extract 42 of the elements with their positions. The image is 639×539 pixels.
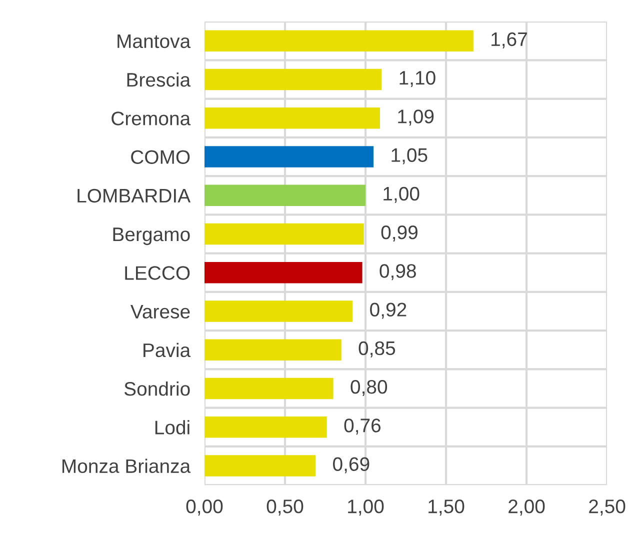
bar	[204, 455, 316, 476]
bar	[204, 378, 334, 400]
bar	[204, 416, 327, 438]
bar	[204, 184, 366, 206]
data-label: 0,85	[358, 341, 396, 358]
data-label: 0,69	[333, 457, 370, 474]
y-tick-label: LOMBARDIA	[78, 188, 191, 203]
data-label: 0,98	[380, 264, 416, 280]
bar	[204, 68, 382, 90]
data-label: 0,76	[344, 418, 381, 435]
data-label: 1,67	[492, 32, 527, 48]
y-tick-label: Pavia	[144, 342, 191, 358]
bar	[204, 108, 380, 129]
bar	[204, 146, 374, 168]
data-label: 1,09	[398, 110, 434, 126]
data-label: 0,80	[350, 380, 388, 396]
bar	[204, 30, 474, 52]
bar	[204, 300, 353, 322]
x-tick-label: 1,50	[428, 500, 464, 516]
y-tick-label: Bergamo	[113, 228, 190, 246]
x-tick-label: 0,00	[186, 500, 223, 516]
y-tick-label: Mantova	[118, 34, 191, 48]
y-tick-label: Varese	[130, 304, 190, 319]
y-tick-label: Sondrio	[124, 381, 190, 396]
bar	[204, 339, 342, 361]
y-tick-label: Brescia	[127, 72, 191, 87]
y-tick-label: Cremona	[112, 112, 191, 126]
y-tick-label: Monza Brianza	[62, 458, 191, 474]
y-tick-label: Lodi	[155, 420, 190, 434]
data-label: 0,92	[370, 302, 406, 319]
x-tick-label: 2,00	[508, 500, 545, 516]
x-tick-label: 0,50	[266, 500, 304, 516]
y-tick-label: LECCO	[125, 266, 190, 280]
y-tick-label: COMO	[131, 150, 190, 164]
data-label: 0,99	[381, 225, 418, 242]
data-label: 1,00	[384, 186, 420, 203]
x-tick-label: 1,00	[348, 500, 384, 516]
bar	[204, 262, 362, 284]
bar	[204, 223, 364, 245]
data-label: 1,05	[392, 148, 428, 164]
x-tick-label: 2,50	[589, 500, 626, 516]
data-label: 1,10	[400, 70, 436, 88]
